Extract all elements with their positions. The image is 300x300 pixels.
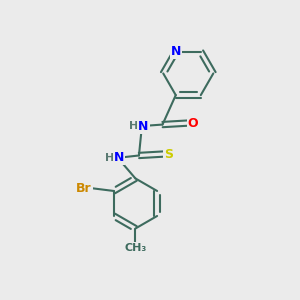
Text: N: N [114,151,124,164]
Text: CH₃: CH₃ [124,243,146,253]
Text: H: H [129,121,138,131]
Text: S: S [164,148,173,160]
Text: H: H [105,153,114,163]
Text: O: O [188,117,198,130]
Text: N: N [138,119,148,133]
Text: Br: Br [76,182,92,194]
Text: N: N [171,45,181,58]
